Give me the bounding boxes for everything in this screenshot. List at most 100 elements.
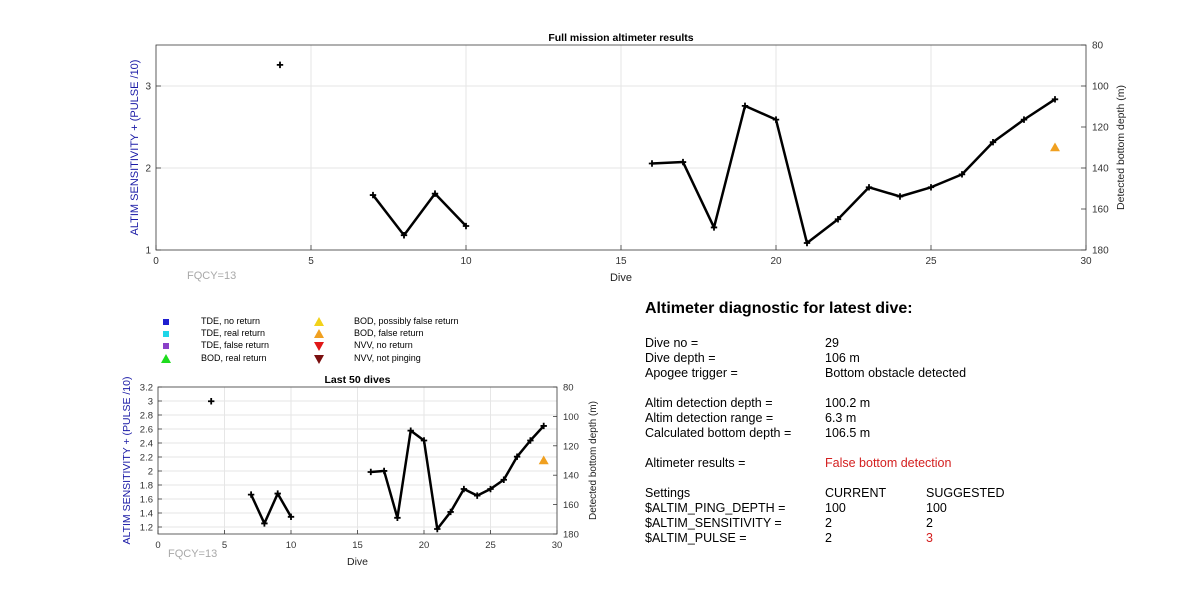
x-tick-label: 5 xyxy=(308,256,314,267)
x-axis-label: Dive xyxy=(610,272,632,284)
legend-label: TDE, false return xyxy=(201,340,270,350)
dive-depth-label: Dive depth = xyxy=(645,351,716,365)
calculated-depth-label: Calculated bottom depth = xyxy=(645,426,792,440)
dive-no-row: Dive no = 29 xyxy=(645,336,1165,351)
dive-depth-row: Dive depth = 106 m xyxy=(645,351,1165,366)
results-value: False bottom detection xyxy=(825,456,952,470)
y-tick-label: 3.2 xyxy=(140,383,153,394)
legend-label: BOD, false return xyxy=(354,328,424,338)
data-point xyxy=(420,437,428,444)
pulse-suggested: 3 xyxy=(926,531,933,545)
detection-depth-label: Altim detection depth = xyxy=(645,396,773,410)
data-point xyxy=(261,520,268,527)
settings-label: Settings xyxy=(645,486,691,500)
data-point xyxy=(1020,116,1028,123)
apogee-value: Bottom obstacle detected xyxy=(825,366,967,380)
data-point xyxy=(927,184,935,191)
y-tick-label: 1.8 xyxy=(140,481,153,492)
data-point xyxy=(369,191,377,199)
legend-label: BOD, possibly false return xyxy=(354,316,459,326)
series-line xyxy=(651,98,1056,245)
data-point xyxy=(487,485,494,493)
y2-tick-label: 80 xyxy=(563,383,574,394)
data-point xyxy=(407,427,414,434)
dive-no-label: Dive no = xyxy=(645,336,699,350)
y2-tick-label: 180 xyxy=(563,530,579,541)
chart-title: Last 50 dives xyxy=(325,374,391,386)
apogee-label: Apogee trigger = xyxy=(645,366,738,380)
fqcy-annotation: FQCY=13 xyxy=(168,548,217,560)
y2-tick-label: 140 xyxy=(1092,164,1109,175)
chart-title: Full mission altimeter results xyxy=(548,32,693,44)
data-point xyxy=(434,525,441,533)
x-tick-label: 25 xyxy=(485,540,496,551)
data-point xyxy=(989,138,997,146)
y-tick-label: 3 xyxy=(148,397,153,408)
calculated-depth-value: 106.5 m xyxy=(825,426,871,440)
sensitivity-suggested: 2 xyxy=(926,516,933,530)
data-point xyxy=(896,193,904,200)
y-tick-label: 3 xyxy=(145,82,151,93)
legend-symbol-icon xyxy=(314,329,324,338)
y-tick-label: 2 xyxy=(148,467,153,478)
x-tick-label: 30 xyxy=(1080,256,1092,267)
data-point xyxy=(513,453,521,460)
current-header: CURRENT xyxy=(825,486,887,500)
legend-symbol-icon xyxy=(163,343,169,349)
x-tick-label: 15 xyxy=(352,540,363,551)
x-tick-label: 5 xyxy=(222,540,227,551)
y-tick-label: 1.6 xyxy=(140,495,153,506)
y2-tick-label: 140 xyxy=(563,471,579,482)
series-line xyxy=(249,492,293,525)
pulse-label: $ALTIM_PULSE = xyxy=(645,531,747,545)
y-tick-label: 2 xyxy=(145,164,151,175)
data-point xyxy=(648,160,656,167)
bod-false-return-marker xyxy=(1050,142,1060,152)
legend-symbol-icon xyxy=(163,331,169,337)
data-point xyxy=(447,508,454,516)
y2-axis-label: Detected bottom depth (m) xyxy=(588,401,599,520)
legend-label: TDE, real return xyxy=(201,328,266,338)
series-line xyxy=(370,425,545,531)
legend-label: BOD, real return xyxy=(201,353,267,363)
y2-tick-label: 160 xyxy=(1092,205,1109,216)
y-tick-label: 2.6 xyxy=(140,425,153,436)
detection-range-row: Altim detection range = 6.3 m xyxy=(645,411,1165,426)
y2-tick-label: 100 xyxy=(563,412,579,423)
y-tick-label: 2.2 xyxy=(140,453,153,464)
dive-no-value: 29 xyxy=(825,336,839,350)
data-point xyxy=(1051,96,1059,103)
data-point xyxy=(367,468,374,476)
y2-tick-label: 100 xyxy=(1092,82,1109,93)
legend-symbol-icon xyxy=(314,317,324,326)
data-point xyxy=(474,492,481,499)
y-axis-label: ALTIM SENSITIVITY + (PULSE /10) xyxy=(129,60,141,236)
data-point xyxy=(274,490,281,497)
x-tick-label: 25 xyxy=(925,256,937,267)
suggested-header: SUGGESTED xyxy=(926,486,1005,500)
chart-1: 0 5 10 15 20 25 30 1 2 3 80 100 120 140 160 180 Full mis… xyxy=(129,32,1127,284)
dive-depth-value: 106 m xyxy=(825,351,860,365)
x-tick-label: 10 xyxy=(460,256,472,267)
y-tick-label: 2.8 xyxy=(140,411,153,422)
ping-depth-current: 100 xyxy=(825,501,846,515)
y-tick-label: 1 xyxy=(145,246,151,257)
detection-depth-value: 100.2 m xyxy=(825,396,871,410)
data-point xyxy=(834,216,842,223)
data-point xyxy=(394,514,401,522)
data-point xyxy=(958,171,966,178)
y-axis-label: ALTIM SENSITIVITY + (PULSE /10) xyxy=(121,377,133,545)
x-tick-label: 0 xyxy=(153,256,159,267)
data-point xyxy=(540,422,547,430)
sensitivity-current: 2 xyxy=(825,516,832,530)
data-point xyxy=(287,513,295,521)
bod-false-return-marker xyxy=(538,455,549,465)
data-point xyxy=(400,232,408,239)
legend-symbol-icon xyxy=(163,319,169,325)
data-point xyxy=(247,491,255,498)
pulse-current: 2 xyxy=(825,531,832,545)
fqcy-annotation: FQCY=13 xyxy=(187,270,236,282)
x-tick-label: 20 xyxy=(770,256,782,267)
series-line xyxy=(372,192,467,237)
data-point xyxy=(803,239,811,247)
